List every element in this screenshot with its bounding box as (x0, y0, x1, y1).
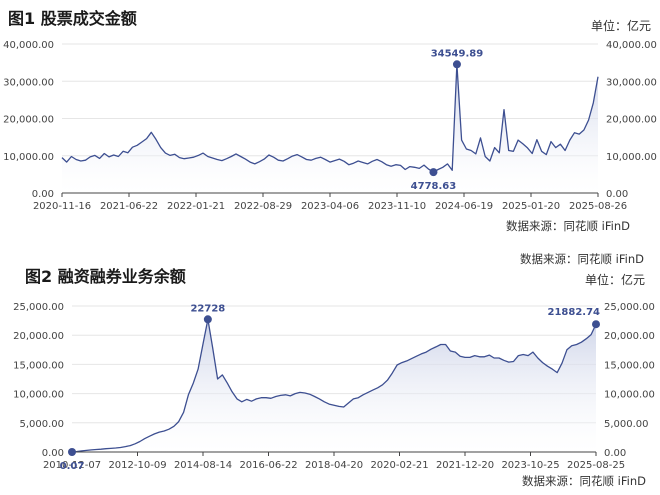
x-tick-label: 2023-04-06 (301, 201, 359, 212)
y-tick-label-left: 10,000.00 (13, 390, 64, 401)
chart2-area-chart: 0.00 0.00 5,000.00 5,000.00 10,000.00 10,000.… (13, 302, 655, 470)
x-tick-label: 2020-11-16 (33, 201, 91, 212)
x-tick-label: 2025-08-25 (567, 460, 625, 470)
chart1-source: 数据来源：同花顺 iFinD (506, 219, 630, 233)
annotation-marker-max (203, 315, 212, 324)
y-tick-label-right: 10,000.00 (606, 152, 657, 163)
series-area (62, 64, 598, 193)
y-tick-label-left: 5,000.00 (19, 419, 64, 430)
chart1-area-chart: 0.00 0.00 10,000.00 10,000.00 20,000.00 20,00… (3, 40, 657, 212)
x-tick-label: 2021-06-22 (100, 201, 158, 212)
x-tick-label: 2020-02-21 (370, 460, 428, 470)
y-tick-label-right: 40,000.00 (606, 40, 657, 51)
x-tick-label: 2021-12-20 (436, 460, 494, 470)
x-tick-label: 2023-10-25 (501, 460, 559, 470)
chart2-title: 图2 融资融券业务余额 (25, 267, 186, 286)
annotation-label-last: 21882.74 (547, 307, 600, 318)
y-tick-label-right: 30,000.00 (606, 77, 657, 88)
x-tick-label: 2023-11-10 (368, 201, 426, 212)
x-tick-label: 2022-08-29 (234, 201, 292, 212)
y-tick-label-right: 0.00 (604, 448, 626, 459)
y-tick-label-right: 20,000.00 (604, 331, 655, 342)
x-tick-label: 2012-10-09 (108, 460, 166, 470)
y-tick-label-left: 10,000.00 (3, 152, 54, 163)
annotation-marker-last (592, 320, 600, 329)
y-tick-label-left: 0.00 (42, 448, 64, 459)
y-tick-label-right: 10,000.00 (604, 390, 655, 401)
annotation-marker-min (429, 168, 438, 177)
x-tick-label: 2016-06-22 (239, 460, 297, 470)
series-area (72, 319, 596, 452)
annotation-label-max: 34549.89 (431, 48, 484, 59)
annotation-label-max: 22728 (190, 303, 225, 314)
y-tick-label-right: 25,000.00 (604, 302, 655, 313)
y-tick-label-left: 20,000.00 (3, 115, 54, 126)
x-tick-label: 2024-06-19 (435, 201, 493, 212)
chart2-source-top: 数据来源：同花顺 iFinD (520, 252, 644, 266)
chart2-unit: 单位：亿元 (585, 273, 646, 287)
x-tick-label: 2014-08-14 (174, 460, 232, 470)
chart1-unit: 单位：亿元 (591, 19, 652, 33)
y-tick-label-left: 30,000.00 (3, 77, 54, 88)
x-tick-label: 2025-01-20 (502, 201, 560, 212)
y-tick-label-right: 15,000.00 (604, 360, 655, 371)
series-line (61, 63, 599, 173)
chart2-source-bottom: 数据来源：同花顺 iFinD (522, 474, 646, 488)
annotation-marker-min (68, 447, 76, 456)
x-tick-label: 2022-01-21 (167, 201, 225, 212)
y-tick-label-right: 20,000.00 (606, 115, 657, 126)
y-tick-label-right: 5,000.00 (604, 419, 649, 430)
y-tick-label-left: 0.00 (32, 189, 54, 200)
y-tick-label-left: 40,000.00 (3, 40, 54, 51)
y-tick-label-left: 25,000.00 (13, 302, 64, 313)
annotation-label-min: 4778.63 (411, 181, 457, 192)
x-tick-label: 2010-12-07 (43, 460, 101, 470)
x-tick-label: 2025-08-26 (569, 201, 627, 212)
y-tick-label-left: 20,000.00 (13, 331, 64, 342)
chart1-title: 图1 股票成交金额 (8, 9, 137, 28)
series-line (71, 318, 597, 453)
annotation-label-min: 0.07 (60, 461, 85, 470)
annotation-marker-max (452, 60, 461, 69)
y-tick-label-left: 15,000.00 (13, 360, 64, 371)
x-tick-label: 2018-04-20 (305, 460, 363, 470)
y-tick-label-right: 0.00 (606, 189, 628, 200)
